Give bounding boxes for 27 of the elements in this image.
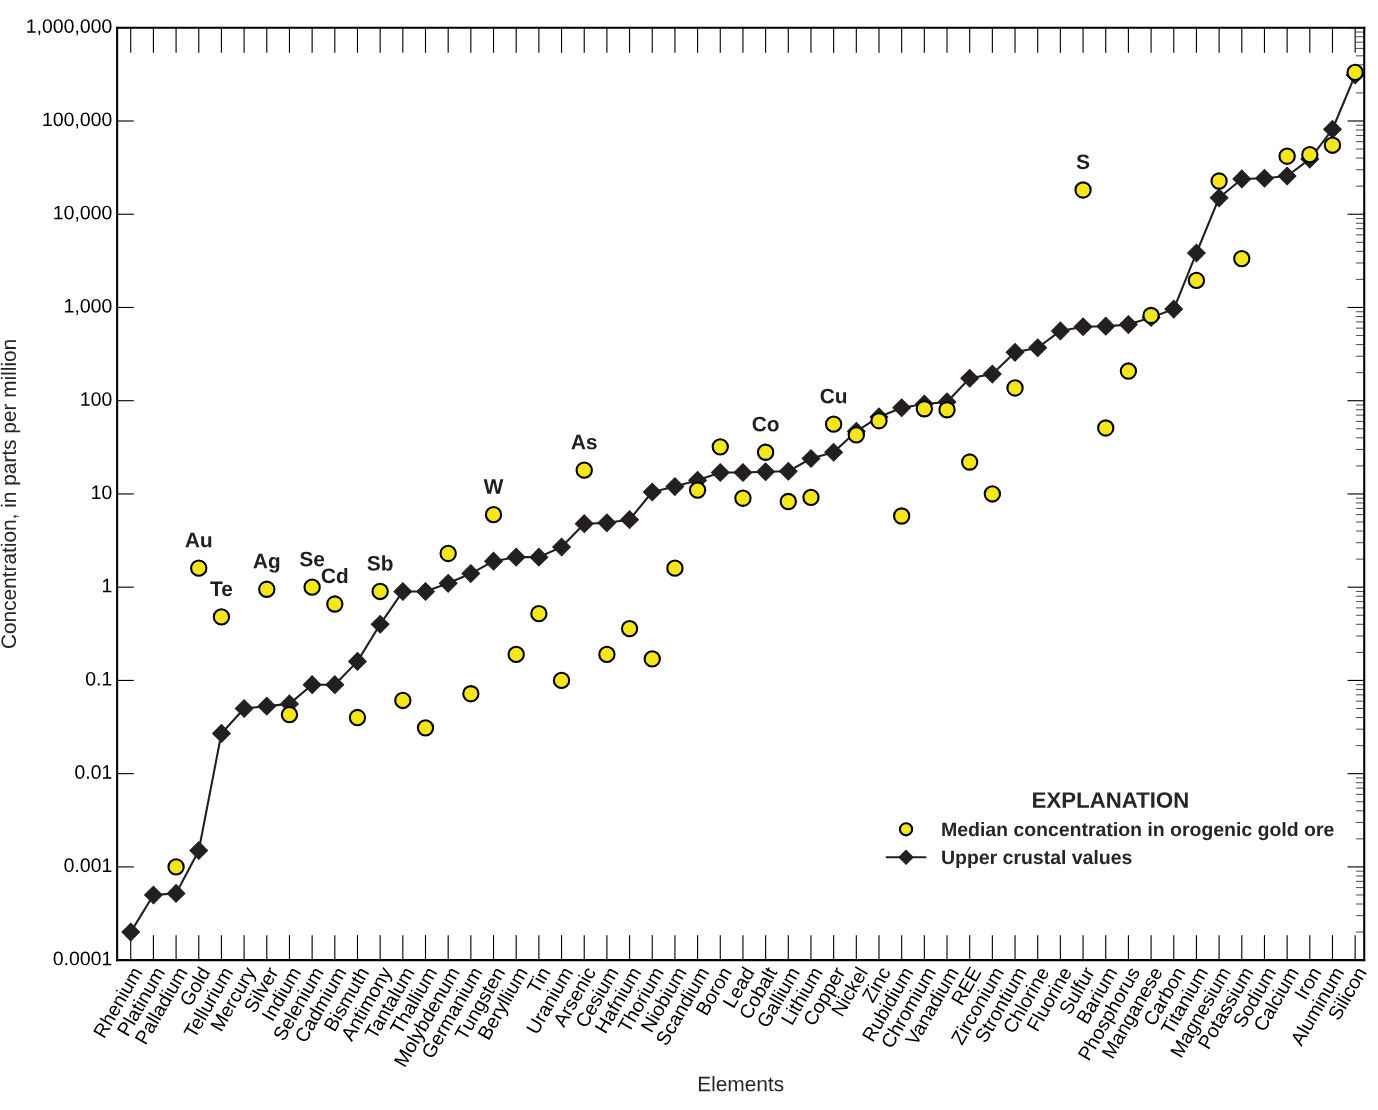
annotation: Au	[185, 532, 212, 548]
annotation: As	[571, 434, 597, 450]
annotation: S	[1076, 154, 1090, 170]
legend-label: Upper crustal values	[942, 849, 1132, 869]
y-tick-label: 10,000	[54, 205, 112, 222]
y-tick-label: 10	[92, 485, 112, 500]
annotation: Sb	[367, 555, 393, 571]
annotation: Cu	[820, 388, 847, 404]
annotation: Te	[210, 581, 233, 597]
annotation: Se	[299, 551, 325, 567]
y-tick-label: 0.001	[64, 858, 112, 873]
y-tick-label: 0.0001	[53, 951, 112, 966]
y-tick-label: 1	[102, 578, 112, 593]
annotation: Ag	[253, 553, 280, 573]
annotation: Cd	[321, 567, 348, 584]
y-tick-label: 1,000	[65, 298, 112, 315]
y-tick-label: 0.01	[75, 765, 112, 779]
y-axis-title: Concentration, in parts per million	[0, 340, 21, 649]
legend-title: EXPLANATION	[1033, 792, 1188, 808]
y-tick-label: 100	[81, 392, 112, 406]
legend-label: Median concentration in orogenic gold ore	[942, 822, 1334, 841]
annotation: W	[483, 479, 504, 494]
x-axis-title: Elements	[698, 1076, 784, 1092]
y-tick-label: 0.1	[86, 671, 112, 686]
y-tick-label: 1,000,000	[27, 19, 112, 36]
annotation: Co	[752, 416, 779, 432]
y-tick-label: 100,000	[43, 112, 112, 129]
